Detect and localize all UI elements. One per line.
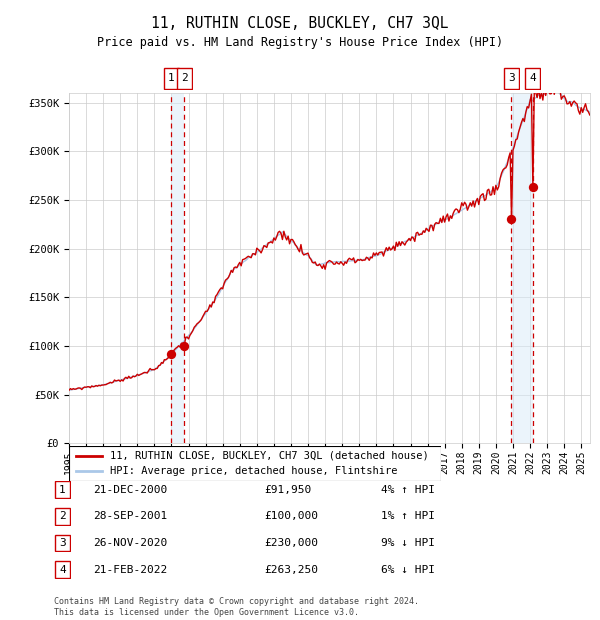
Text: 4: 4 [529, 73, 536, 83]
Text: 28-SEP-2001: 28-SEP-2001 [93, 512, 167, 521]
Text: 11, RUTHIN CLOSE, BUCKLEY, CH7 3QL (detached house): 11, RUTHIN CLOSE, BUCKLEY, CH7 3QL (deta… [110, 451, 428, 461]
Text: £263,250: £263,250 [264, 565, 318, 575]
Text: 3: 3 [59, 538, 66, 548]
Point [179, 341, 189, 351]
Text: 21-FEB-2022: 21-FEB-2022 [93, 565, 167, 575]
Text: £100,000: £100,000 [264, 512, 318, 521]
Text: 2: 2 [59, 512, 66, 521]
Point [528, 182, 538, 192]
Text: Contains HM Land Registry data © Crown copyright and database right 2024.
This d: Contains HM Land Registry data © Crown c… [54, 598, 419, 617]
Text: £91,950: £91,950 [264, 485, 311, 495]
Text: 3: 3 [508, 73, 515, 83]
Text: HPI: Average price, detached house, Flintshire: HPI: Average price, detached house, Flin… [110, 466, 397, 476]
Point [167, 349, 176, 359]
Text: 4: 4 [59, 565, 66, 575]
Bar [172, 93, 184, 443]
Text: 1: 1 [168, 73, 175, 83]
Text: £230,000: £230,000 [264, 538, 318, 548]
Text: 21-DEC-2000: 21-DEC-2000 [93, 485, 167, 495]
Point [506, 215, 516, 224]
Text: 11, RUTHIN CLOSE, BUCKLEY, CH7 3QL: 11, RUTHIN CLOSE, BUCKLEY, CH7 3QL [151, 16, 449, 30]
Text: 4% ↑ HPI: 4% ↑ HPI [381, 485, 435, 495]
Text: 6% ↓ HPI: 6% ↓ HPI [381, 565, 435, 575]
Text: Price paid vs. HM Land Registry's House Price Index (HPI): Price paid vs. HM Land Registry's House … [97, 36, 503, 49]
Bar [511, 93, 533, 443]
Text: 2: 2 [181, 73, 188, 83]
Text: 9% ↓ HPI: 9% ↓ HPI [381, 538, 435, 548]
Text: 1% ↑ HPI: 1% ↑ HPI [381, 512, 435, 521]
Text: 1: 1 [59, 485, 66, 495]
Text: 26-NOV-2020: 26-NOV-2020 [93, 538, 167, 548]
